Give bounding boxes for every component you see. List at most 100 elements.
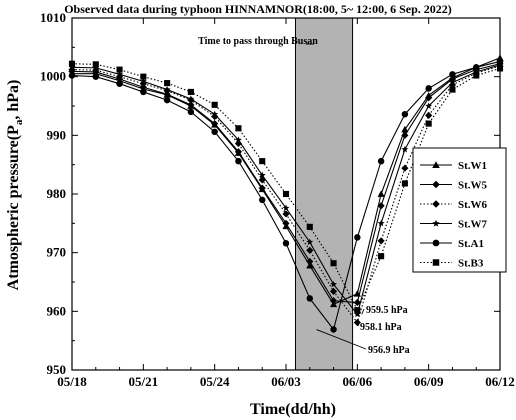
- y-tick-label: 1010: [40, 10, 66, 25]
- legend-label: St.W1: [458, 160, 487, 172]
- legend: St.W1 St.W5 St.W6 St.W7 St.A1 St.B3: [412, 147, 507, 273]
- y-axis-title-sub: a: [13, 119, 25, 125]
- marker-circle: [425, 85, 432, 92]
- marker-star: [401, 145, 409, 153]
- legend-label: St.W7: [458, 219, 488, 231]
- marker-star: [330, 280, 337, 288]
- marker-square: [306, 223, 313, 230]
- y-axis-title: Atmospheric pressure(Pa, hPa): [5, 80, 25, 291]
- marker-square: [378, 253, 385, 260]
- marker-diamond: [425, 111, 433, 119]
- y-tick-label: 960: [47, 303, 67, 318]
- marker-square: [425, 120, 432, 127]
- x-tick-label: 06/06: [343, 374, 373, 389]
- legend-item: St.W5: [420, 180, 488, 192]
- legend-item: St.W1: [420, 160, 487, 172]
- y-tick-label: 990: [47, 127, 67, 142]
- legend-label: St.B3: [458, 258, 484, 270]
- marker-diamond: [258, 176, 266, 184]
- marker-star: [163, 85, 171, 93]
- x-axis-title: Time(dd/hh): [250, 401, 336, 418]
- legend-item: St.A1: [420, 238, 484, 250]
- marker-triangle: [401, 125, 409, 133]
- marker-circle: [140, 88, 147, 96]
- x-tick-labels: 05/18 05/21 05/24 06/03 06/06 06/09 06/12: [57, 374, 515, 389]
- annotation-arrow: [361, 308, 365, 315]
- annotation-arrow: [316, 329, 367, 350]
- marker-circle: [187, 108, 195, 116]
- marker-star: [432, 219, 440, 227]
- legend-item: St.B3: [420, 258, 484, 270]
- x-tick-label: 05/18: [57, 374, 87, 389]
- marker-star: [187, 95, 195, 102]
- legend-label: St.A1: [458, 238, 484, 250]
- x-tick-label: 06/09: [414, 374, 444, 389]
- marker-diamond: [258, 184, 266, 192]
- shaded-label-group: Time to pass through Busan: [198, 36, 318, 47]
- marker-diamond: [425, 94, 433, 102]
- legend-label: St.W5: [458, 180, 488, 192]
- marker-square: [401, 180, 408, 187]
- marker-star: [306, 238, 314, 246]
- marker-star: [235, 136, 242, 143]
- marker-square: [211, 101, 218, 108]
- legend-label: St.W6: [458, 199, 488, 211]
- y-axis-title-tail: , hPa): [5, 80, 22, 120]
- marker-star: [258, 171, 266, 179]
- legend-items: St.W1 St.W5 St.W6 St.W7 St.A1 St.B3: [420, 160, 488, 270]
- marker-diamond: [282, 210, 290, 218]
- marker-star: [282, 204, 290, 211]
- marker-circle: [432, 239, 440, 247]
- marker-square: [164, 80, 171, 87]
- marker-circle: [354, 234, 361, 241]
- marker-square: [140, 73, 147, 80]
- marker-square: [449, 86, 456, 93]
- marker-diamond: [401, 131, 409, 139]
- y-axis-title-main: Atmospheric pressure(P: [5, 125, 22, 290]
- marker-square: [187, 88, 194, 95]
- x-tick-label: 06/03: [271, 374, 301, 389]
- marker-diamond: [432, 180, 440, 189]
- marker-diamond: [432, 200, 440, 208]
- y-tick-label: 980: [47, 186, 67, 201]
- y-tick-label: 970: [47, 245, 67, 260]
- annotation-label: 956.9 hPa: [368, 345, 410, 356]
- marker-circle: [92, 73, 100, 80]
- annotation-label: 958.1 hPa: [360, 322, 402, 333]
- marker-diamond: [211, 120, 219, 128]
- annotation-arrow: [357, 322, 360, 327]
- marker-star: [449, 78, 456, 86]
- marker-triangle: [432, 161, 440, 169]
- x-tick-label: 06/12: [485, 374, 515, 389]
- marker-square: [92, 61, 99, 68]
- shaded-region-label: Time to pass through Busan: [198, 36, 318, 47]
- marker-triangle: [377, 190, 385, 197]
- marker-diamond: [377, 202, 385, 210]
- marker-circle: [258, 196, 266, 204]
- marker-triangle: [306, 261, 314, 269]
- marker-circle: [163, 96, 171, 104]
- legend-item: St.W7: [420, 219, 488, 231]
- marker-diamond: [353, 318, 361, 327]
- marker-star: [211, 110, 219, 118]
- annotation-label: 959.5 hPa: [366, 305, 408, 316]
- marker-diamond: [329, 287, 338, 295]
- shaded-region: [295, 17, 354, 371]
- marker-star: [377, 219, 385, 227]
- marker-star: [353, 310, 361, 318]
- legend-item: St.W6: [420, 199, 488, 211]
- legend-box: [412, 147, 507, 273]
- marker-circle: [330, 326, 337, 333]
- marker-circle: [211, 128, 218, 136]
- marker-diamond: [187, 101, 195, 109]
- marker-diamond: [139, 80, 147, 88]
- marker-star: [116, 70, 123, 78]
- marker-star: [425, 102, 433, 109]
- marker-diamond: [306, 257, 314, 266]
- marker-star: [92, 64, 100, 71]
- marker-diamond: [211, 112, 219, 121]
- marker-square: [282, 190, 290, 198]
- y-tick-label: 950: [47, 362, 67, 377]
- marker-circle: [116, 80, 123, 87]
